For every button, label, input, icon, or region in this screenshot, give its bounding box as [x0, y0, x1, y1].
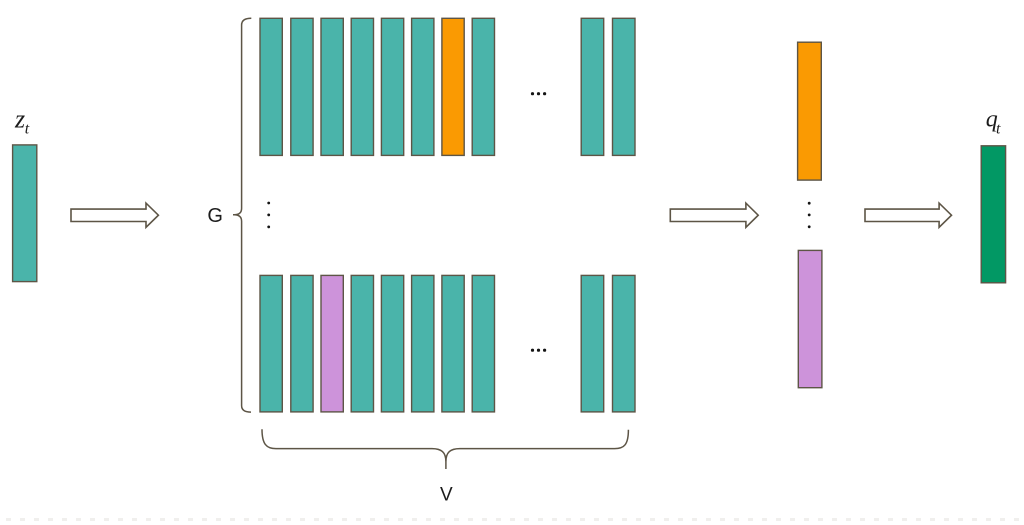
svg-text:V: V [440, 485, 453, 506]
svg-text:t: t [25, 120, 30, 137]
svg-text:z: z [14, 104, 25, 133]
svg-text:G: G [207, 205, 223, 227]
svg-text:t: t [996, 121, 1001, 138]
svg-text:q: q [986, 107, 998, 133]
